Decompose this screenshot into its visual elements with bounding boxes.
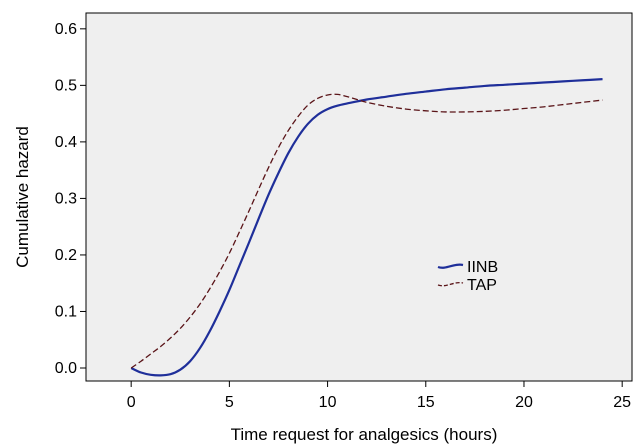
- y-tick-label: 0.1: [55, 303, 77, 320]
- y-tick-label: 0.4: [55, 134, 77, 151]
- plot-area: [85, 12, 633, 382]
- x-tick-label: 5: [225, 394, 234, 411]
- x-axis: 0 5 10 15 20 25: [127, 381, 631, 411]
- y-tick-label: 0.5: [55, 77, 77, 94]
- legend-label-iinb: IINB: [467, 259, 498, 276]
- y-tick-label: 0.2: [55, 247, 77, 264]
- y-tick-label: 0.0: [55, 360, 77, 377]
- series-lines: [130, 78, 603, 377]
- x-tick-label: 10: [319, 394, 337, 411]
- y-axis-title: Cumulative hazard: [13, 126, 32, 268]
- legend-swatch-iinb: [437, 263, 464, 269]
- x-tick-label: 20: [515, 394, 533, 411]
- x-axis-title: Time request for analgesics (hours): [231, 425, 498, 444]
- y-tick-label: 0.3: [55, 190, 77, 207]
- legend-swatch-tap: [437, 281, 464, 287]
- y-axis: 0.0 0.1 0.2 0.3 0.4 0.5 0.6: [55, 21, 86, 377]
- x-tick-label: 25: [613, 394, 631, 411]
- legend-label-tap: TAP: [467, 277, 497, 294]
- y-tick-label: 0.6: [55, 21, 77, 38]
- series-line-iinb: [130, 78, 603, 377]
- x-tick-label: 15: [417, 394, 435, 411]
- x-tick-label: 0: [127, 394, 136, 411]
